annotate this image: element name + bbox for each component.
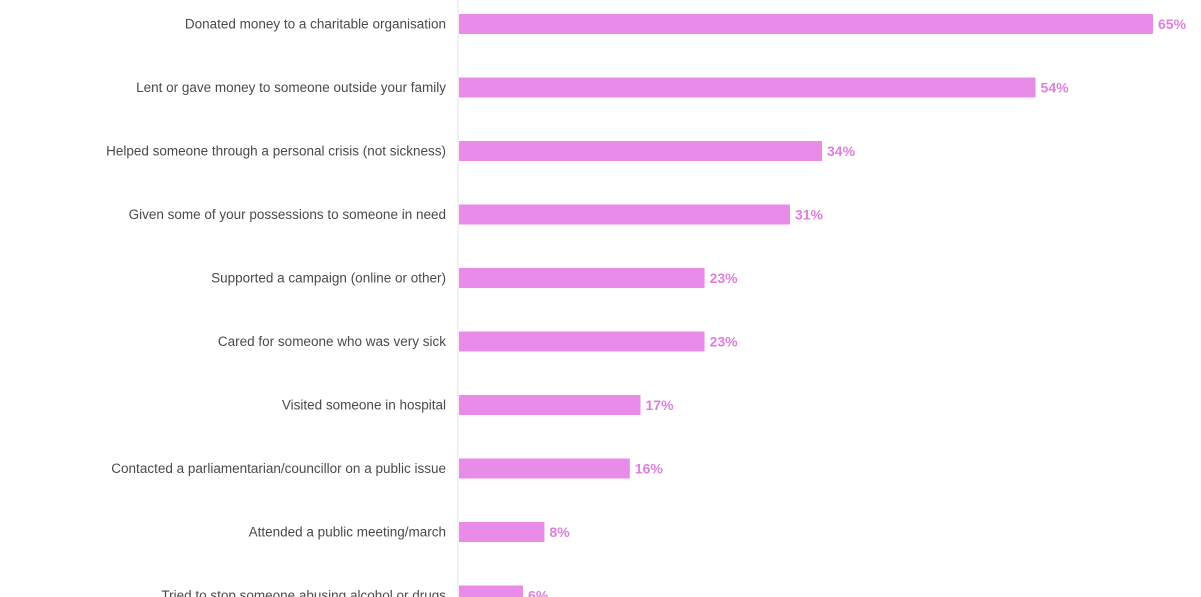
- value-label: 34%: [827, 143, 856, 159]
- bar: [459, 395, 641, 415]
- bar: [459, 141, 823, 161]
- bar: [459, 585, 524, 597]
- category-label: Contacted a parliamentarian/councillor o…: [111, 461, 446, 476]
- value-label: 23%: [710, 270, 739, 286]
- category-labels-group: Donated money to a charitable organisati…: [106, 17, 446, 597]
- value-label: 23%: [710, 334, 739, 350]
- value-label: 65%: [1158, 16, 1187, 32]
- bar: [459, 331, 705, 352]
- value-label: 6%: [528, 588, 549, 597]
- category-label: Cared for someone who was very sick: [218, 334, 446, 349]
- value-label: 17%: [646, 397, 675, 413]
- bar: [459, 14, 1153, 34]
- category-label: Donated money to a charitable organisati…: [185, 17, 446, 32]
- bars-group: [459, 14, 1153, 597]
- bar: [459, 268, 705, 288]
- category-label: Visited someone in hospital: [282, 398, 446, 413]
- category-label: Tried to stop someone abusing alcohol or…: [161, 588, 446, 597]
- value-labels-group: 65% 54% 34% 31% 23% 23% 17% 16% 8% 6%: [528, 16, 1187, 597]
- category-label: Supported a campaign (online or other): [211, 271, 446, 286]
- category-label: Attended a public meeting/march: [249, 525, 446, 540]
- category-label: Given some of your possessions to someon…: [129, 207, 446, 222]
- value-label: 16%: [635, 461, 664, 477]
- value-label: 31%: [795, 207, 824, 223]
- bar: [459, 458, 630, 479]
- value-label: 54%: [1041, 80, 1070, 96]
- bar: [459, 77, 1036, 98]
- bar: [459, 522, 545, 542]
- category-label: Helped someone through a personal crisis…: [106, 144, 446, 159]
- bar: [459, 204, 790, 225]
- value-label: 8%: [549, 524, 570, 540]
- category-label: Lent or gave money to someone outside yo…: [136, 80, 446, 95]
